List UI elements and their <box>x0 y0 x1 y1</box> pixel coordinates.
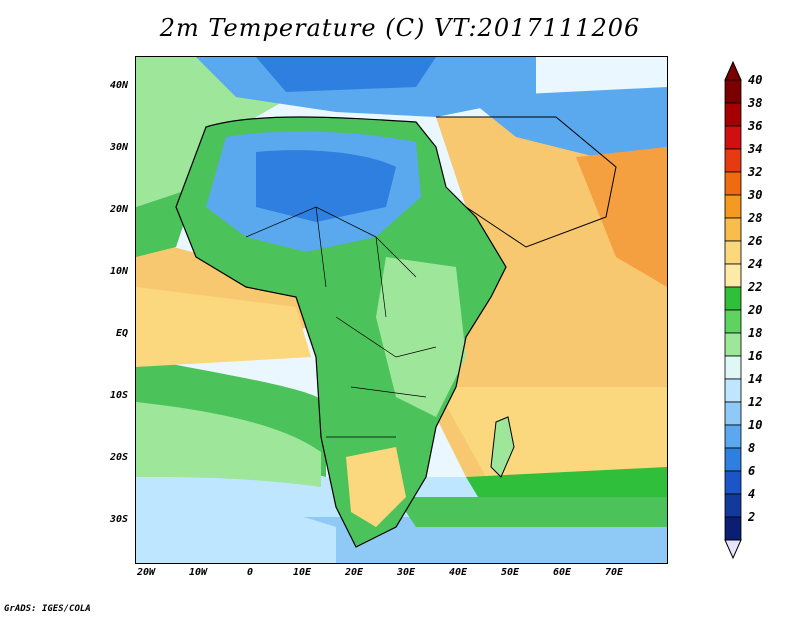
colorbar-label: 14 <box>748 372 763 386</box>
lat-label: 10S <box>109 390 128 401</box>
map-title: 2m Temperature (C) VT:2017111206 <box>159 14 641 42</box>
colorbar-segment <box>724 493 742 518</box>
temperature-map <box>135 56 668 564</box>
grads-credit: GrADS: IGES/COLA <box>4 604 91 614</box>
lat-label: 40N <box>109 80 128 91</box>
colorbar-segment <box>724 102 742 127</box>
lon-label: 50E <box>500 567 520 578</box>
colorbar-label: 6 <box>748 464 756 478</box>
colorbar-segment <box>724 79 742 104</box>
colorbar-label: 24 <box>748 257 763 271</box>
colorbar-label: 38 <box>748 96 763 110</box>
colorbar-segment <box>724 355 742 380</box>
colorbar-segment <box>724 401 742 426</box>
lat-label: 20N <box>109 204 128 215</box>
colorbar-label: 10 <box>748 418 763 432</box>
colorbar-label: 40 <box>748 73 763 87</box>
colorbar-label: 32 <box>748 165 763 179</box>
lon-label: 10E <box>292 567 312 578</box>
colorbar-bottom-arrow <box>724 539 742 560</box>
lon-label: 0 <box>246 567 254 578</box>
colorbar-label: 36 <box>748 119 763 133</box>
colorbar-segment <box>724 286 742 311</box>
colorbar-segment <box>724 424 742 449</box>
colorbar-label: 30 <box>748 188 763 202</box>
colorbar <box>724 60 742 560</box>
colorbar-top-arrow <box>724 60 742 81</box>
lat-label: 30S <box>109 514 128 525</box>
colorbar-label: 4 <box>748 487 756 501</box>
lat-label: 10N <box>109 266 128 277</box>
colorbar-label: 28 <box>748 211 763 225</box>
lon-label: 20E <box>344 567 364 578</box>
colorbar-segment <box>724 263 742 288</box>
colorbar-segment <box>724 171 742 196</box>
colorbar-label: 34 <box>748 142 763 156</box>
lon-label: 40E <box>448 567 468 578</box>
lon-label: 70E <box>604 567 624 578</box>
lat-label: EQ <box>115 328 128 339</box>
lat-label: 20S <box>109 452 128 463</box>
colorbar-label: 8 <box>748 441 756 455</box>
colorbar-segment <box>724 194 742 219</box>
colorbar-segment <box>724 470 742 495</box>
colorbar-segment <box>724 217 742 242</box>
colorbar-segment <box>724 516 742 541</box>
colorbar-segment <box>724 309 742 334</box>
lon-label: 10W <box>188 567 208 578</box>
colorbar-segment <box>724 378 742 403</box>
colorbar-label: 20 <box>748 303 763 317</box>
colorbar-segment <box>724 447 742 472</box>
colorbar-segment <box>724 240 742 265</box>
colorbar-label: 16 <box>748 349 763 363</box>
colorbar-segment <box>724 332 742 357</box>
colorbar-label: 18 <box>748 326 763 340</box>
lon-label: 60E <box>552 567 572 578</box>
colorbar-label: 2 <box>748 510 756 524</box>
colorbar-label: 12 <box>748 395 763 409</box>
colorbar-segment <box>724 148 742 173</box>
colorbar-segment <box>724 125 742 150</box>
lat-label: 30N <box>109 142 128 153</box>
colorbar-label: 26 <box>748 234 763 248</box>
lon-label: 30E <box>396 567 416 578</box>
colorbar-label: 22 <box>748 280 763 294</box>
lon-label: 20W <box>136 567 156 578</box>
